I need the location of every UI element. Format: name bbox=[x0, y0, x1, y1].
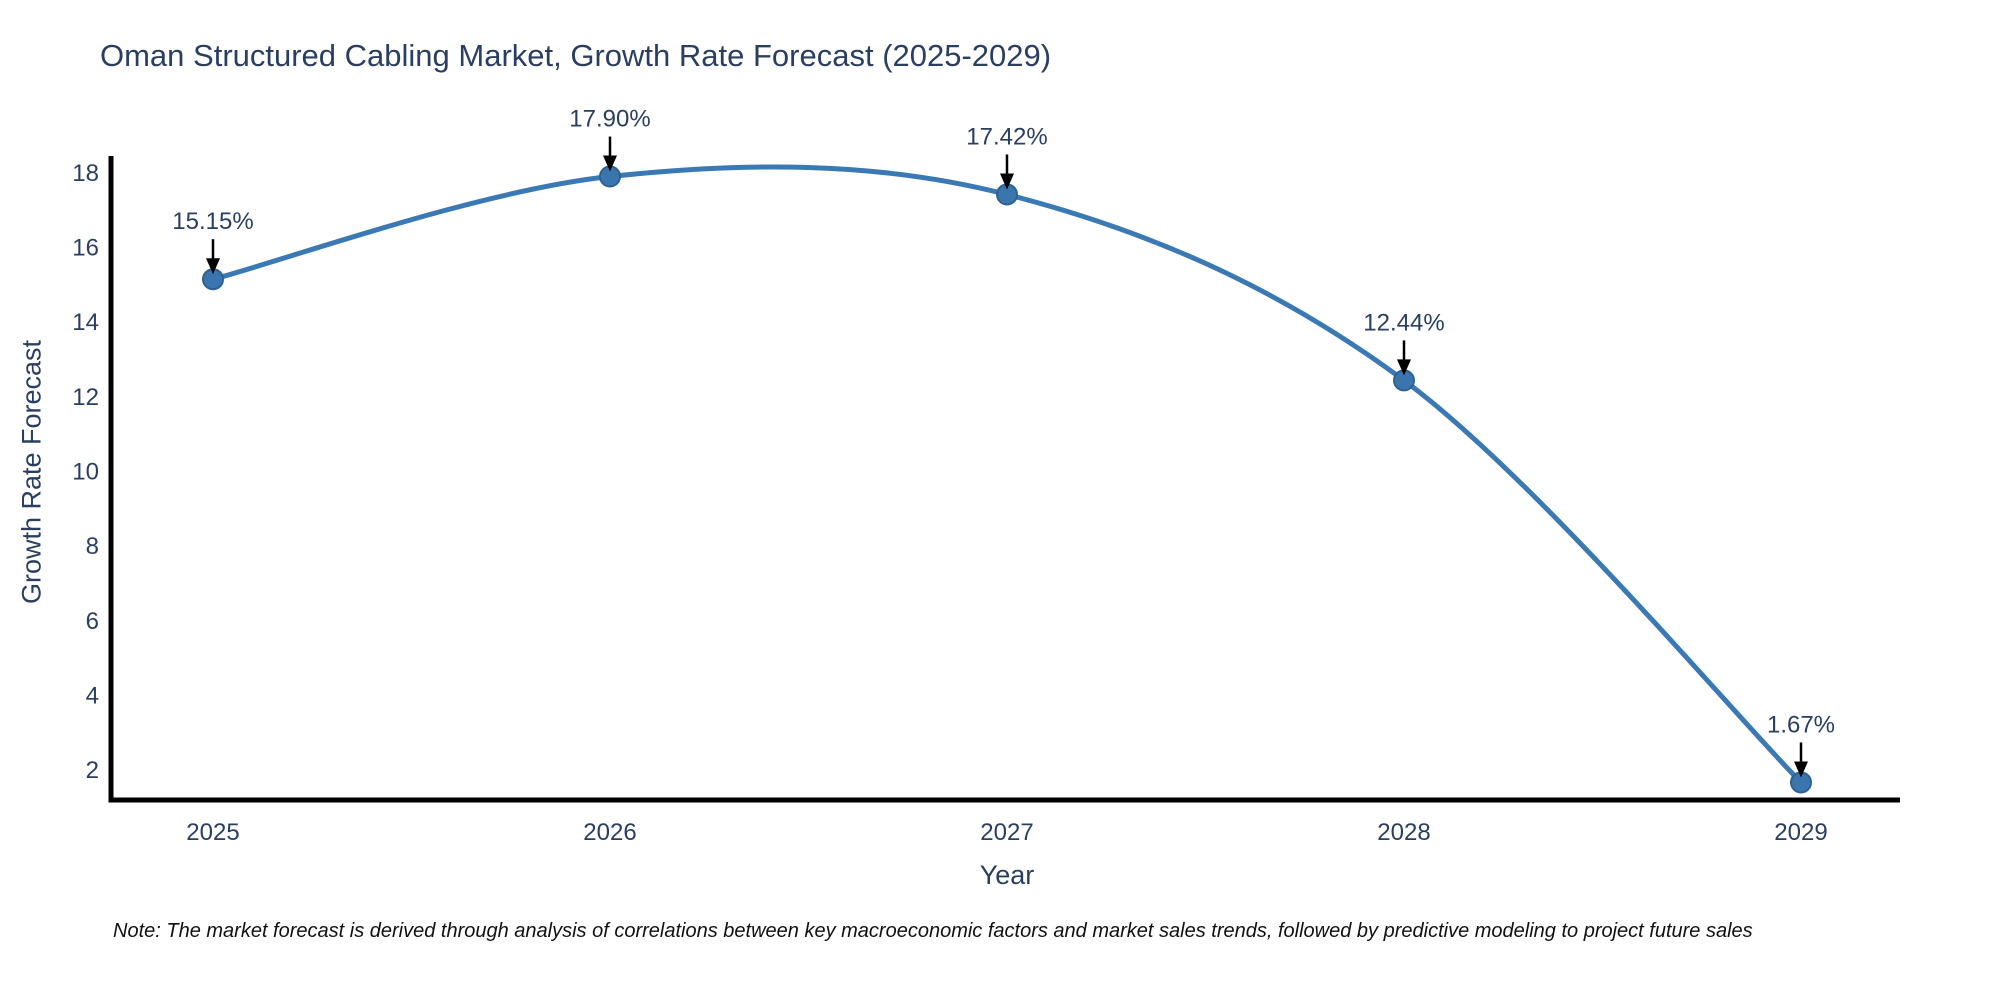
footnote: Note: The market forecast is derived thr… bbox=[113, 920, 1753, 942]
y-tick-label: 4 bbox=[86, 682, 99, 709]
annotation-label: 1.67% bbox=[1767, 711, 1835, 738]
annotation-label: 17.42% bbox=[966, 123, 1047, 150]
x-tick-label: 2029 bbox=[1774, 819, 1827, 846]
annotation-label: 17.90% bbox=[569, 106, 650, 133]
x-tick-label: 2027 bbox=[980, 819, 1033, 846]
x-tick-label: 2025 bbox=[186, 819, 239, 846]
x-tick-label: 2028 bbox=[1377, 819, 1430, 846]
y-tick-label: 8 bbox=[86, 533, 99, 560]
y-tick-label: 6 bbox=[86, 608, 99, 635]
y-tick-label: 14 bbox=[72, 309, 99, 336]
y-tick-label: 10 bbox=[72, 458, 99, 485]
chart-title: Oman Structured Cabling Market, Growth R… bbox=[100, 38, 1052, 73]
annotation-arrowhead bbox=[1397, 359, 1411, 376]
y-tick-label: 16 bbox=[72, 234, 99, 261]
y-tick-label: 18 bbox=[72, 160, 99, 187]
annotation-label: 12.44% bbox=[1363, 309, 1444, 336]
annotation-label: 15.15% bbox=[172, 208, 253, 235]
x-axis-title: Year bbox=[979, 860, 1035, 890]
annotation-arrowhead bbox=[1794, 761, 1808, 778]
annotation-arrowhead bbox=[1000, 173, 1014, 190]
annotation-arrowhead bbox=[206, 258, 220, 275]
y-tick-label: 2 bbox=[86, 757, 99, 784]
y-tick-label: 12 bbox=[72, 384, 99, 411]
forecast-line bbox=[210, 164, 1804, 785]
x-tick-label: 2026 bbox=[583, 819, 636, 846]
annotation-arrowhead bbox=[603, 155, 617, 172]
